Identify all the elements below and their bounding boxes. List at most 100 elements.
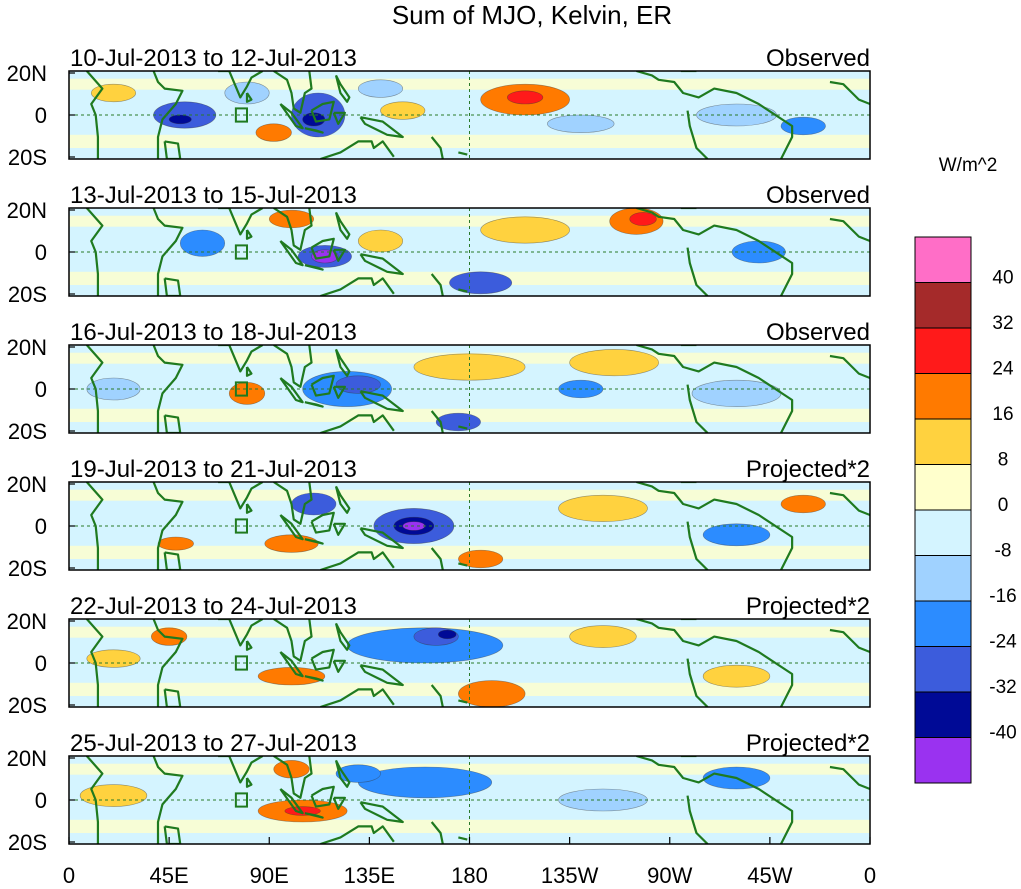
coastline [218, 71, 264, 99]
coastline [273, 619, 313, 662]
colorbar-swatch [914, 555, 972, 602]
coastline [245, 640, 253, 651]
coastline [359, 253, 404, 276]
colorbar-swatch [914, 509, 972, 556]
coastline [279, 514, 304, 541]
coastline [163, 414, 182, 433]
anomaly-contour [79, 784, 148, 807]
colorbar-swatch [914, 646, 972, 693]
coastline [279, 240, 304, 267]
index-box [234, 655, 248, 671]
panel-date-range: 16-Jul-2013 to 18-Jul-2013 [70, 319, 357, 346]
coastline [334, 622, 351, 651]
anomaly-contour [480, 216, 570, 244]
coastline [310, 785, 335, 808]
anomaly-contour [702, 523, 771, 547]
map-panel: 20N 0 20S 13-Jul-2013 to 15-Jul-2013 Observe… [7, 182, 871, 307]
figure-title: Sum of MJO, Kelvin, ER [392, 0, 672, 30]
panel-date-range: 10-Jul-2013 to 12-Jul-2013 [70, 45, 357, 72]
coastline [245, 92, 253, 103]
coastline [359, 801, 404, 824]
anomaly-contour [780, 494, 826, 514]
coastline [334, 759, 351, 788]
coastline [829, 628, 870, 654]
coastline [85, 482, 104, 570]
latitude-tick-label: 20S [8, 282, 47, 307]
coastline [430, 547, 444, 570]
panel-kind: Observed [766, 45, 870, 72]
coastline [310, 648, 335, 671]
coastline [334, 485, 351, 514]
map-panels: 20N 0 20S 10-Jul-2013 to 12-Jul-2013 Observe… [7, 45, 871, 855]
coastline [304, 812, 324, 819]
anomaly-contour [268, 209, 315, 229]
colorbar-tick-label: 16 [992, 404, 1013, 425]
map-panel: 20N 0 20S 10-Jul-2013 to 12-Jul-2013 Observe… [7, 45, 871, 170]
longitude-tick-label: 0 [63, 863, 75, 888]
anomaly-contour [291, 492, 337, 516]
coastline [332, 796, 346, 810]
colorbar-tick-label: -16 [989, 586, 1016, 607]
coastline [430, 821, 444, 844]
anomaly-contour [264, 534, 319, 553]
longitude-tick-label: 135W [541, 863, 599, 888]
coastline [829, 765, 870, 791]
coastline [636, 482, 794, 570]
colorbar-tick-label: 0 [998, 495, 1009, 516]
coastline [310, 237, 335, 260]
coastline [359, 527, 404, 550]
coastline [359, 116, 404, 139]
longitude-tick-label: 90E [250, 863, 289, 888]
index-box [234, 518, 248, 534]
coastline [273, 345, 313, 388]
longitude-tick-label: 45E [150, 863, 189, 888]
coastline [85, 756, 104, 844]
coastline [245, 229, 253, 240]
anomaly-contour [255, 123, 292, 142]
coastline [273, 71, 313, 114]
latitude-tick-label: 20S [8, 830, 47, 855]
latitude-tick-label: 0 [35, 514, 47, 539]
longitude-tick-label: 45W [747, 863, 792, 888]
coastline [279, 651, 304, 678]
latitude-tick-label: 20S [8, 419, 47, 444]
anomaly-contour [438, 629, 457, 640]
anomaly-contour [380, 101, 426, 120]
coastline [320, 277, 395, 296]
field-band [69, 819, 870, 833]
coastline [163, 825, 182, 844]
coastline [334, 348, 351, 377]
coastline [332, 659, 346, 673]
latitude-tick-label: 0 [35, 240, 47, 265]
field-band [69, 134, 870, 148]
longitude-axis: 0 45E 90E 135E 180 135W 90W 45W 0 [63, 837, 876, 888]
anomaly-contour [449, 271, 513, 295]
coastline [829, 217, 870, 243]
latitude-tick-label: 20N [7, 472, 47, 497]
coastline [152, 71, 184, 159]
coastline [245, 366, 253, 377]
index-box [234, 792, 248, 808]
coastline [163, 140, 182, 159]
colorbar-unit-label: W/m^2 [939, 155, 998, 176]
longitude-tick-label: 0 [864, 863, 876, 888]
coastline [279, 103, 304, 130]
anomaly-contour [357, 229, 404, 253]
longitude-tick-label: 135E [344, 863, 395, 888]
coastline [359, 664, 404, 687]
latitude-tick-label: 0 [35, 788, 47, 813]
coastline [829, 354, 870, 380]
panel-date-range: 25-Jul-2013 to 27-Jul-2013 [70, 730, 357, 757]
coastline [279, 377, 304, 404]
coastline [430, 684, 444, 707]
index-box [234, 244, 248, 260]
coastline [636, 619, 794, 707]
anomaly-contour [629, 212, 657, 226]
colorbar-swatch [914, 282, 972, 329]
coastline [245, 503, 253, 514]
colorbar-tick-label: -24 [989, 632, 1017, 653]
colorbar-tick-label: -8 [995, 541, 1012, 562]
coastline [686, 110, 709, 159]
coastline [458, 836, 468, 841]
colorbar-tick-label: 40 [992, 268, 1013, 289]
